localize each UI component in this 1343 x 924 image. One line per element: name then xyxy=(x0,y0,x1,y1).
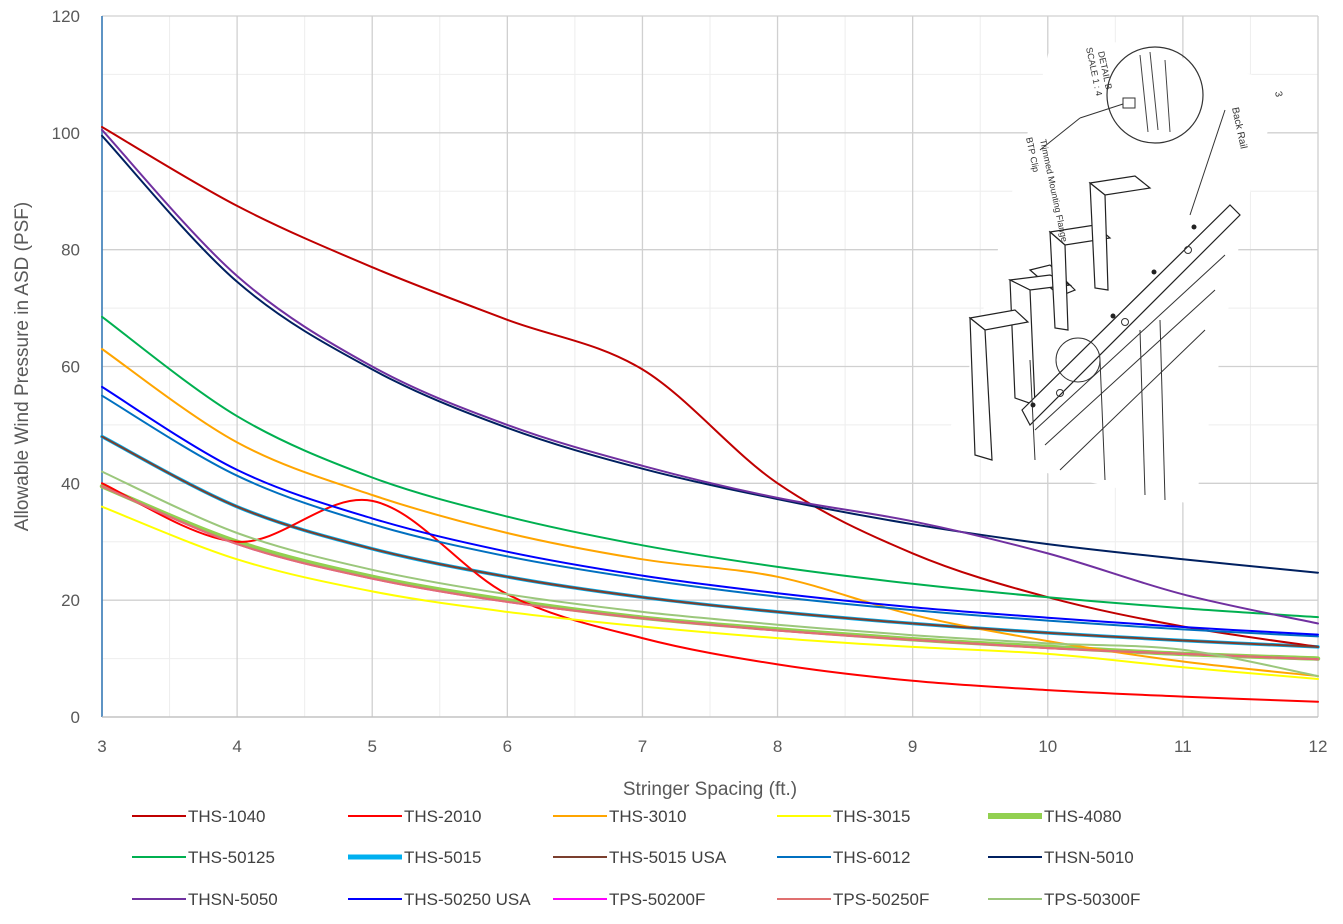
legend-label: THSN-5050 xyxy=(188,890,278,909)
series-line-ths-2010 xyxy=(101,482,1319,703)
legend-item-thsn-5050: THSN-5050 xyxy=(132,890,278,909)
series-line-thsn-5010 xyxy=(101,134,1319,574)
legend-item-ths-3010: THS-3010 xyxy=(553,807,686,826)
series-line-ths-50125 xyxy=(101,315,1319,619)
axes xyxy=(101,16,1318,718)
series-line-thsn-5050 xyxy=(101,128,1319,625)
y-axis-title: Allowable Wind Pressure in ASD (PSF) xyxy=(12,202,33,531)
legend-item-tps-50300f: TPS-50300F xyxy=(988,890,1140,909)
legend-label: THS-50250 USA xyxy=(404,890,531,909)
technical-drawing-inset: DETAIL B SCALE 1 : 4 3 Back Rail Trimmed… xyxy=(940,28,1284,505)
x-tick-label: 11 xyxy=(1174,737,1192,756)
y-tick-label: 120 xyxy=(52,7,80,26)
legend-label: THS-4080 xyxy=(1044,807,1121,826)
legend-item-ths-3015: THS-3015 xyxy=(777,807,910,826)
legend-item-tps-50250f: TPS-50250F xyxy=(777,890,929,909)
y-tick-label: 40 xyxy=(61,474,80,493)
series-line-ths-3015 xyxy=(101,505,1319,680)
x-tick-label: 3 xyxy=(97,737,106,756)
legend-label: TPS-50250F xyxy=(833,890,929,909)
x-tick-label: 5 xyxy=(367,737,376,756)
series-line-tps-50250f xyxy=(101,485,1319,661)
legend-label: THS-2010 xyxy=(404,807,481,826)
x-tick-label: 6 xyxy=(503,737,512,756)
legend-item-ths-5015-usa: THS-5015 USA xyxy=(553,848,727,867)
y-tick-label: 80 xyxy=(61,241,80,260)
legend-item-ths-50250-usa: THS-50250 USA xyxy=(348,890,531,909)
legend: THS-1040 THS-2010 THS-3010 THS-3015 THS-4080… xyxy=(132,807,1140,909)
legend-item-ths-2010: THS-2010 xyxy=(348,807,481,826)
x-tick-label: 10 xyxy=(1038,737,1057,756)
legend-item-thsn-5010: THSN-5010 xyxy=(988,848,1134,867)
series-line-ths-5015-usa xyxy=(101,435,1319,648)
x-tick-label: 8 xyxy=(773,737,782,756)
legend-label: TPS-50300F xyxy=(1044,890,1140,909)
x-tick-label: 12 xyxy=(1309,737,1328,756)
series-lines xyxy=(99,126,1321,703)
y-tick-label: 20 xyxy=(61,591,80,610)
series-line-tps-50300f xyxy=(101,470,1319,678)
legend-item-tps-50200f: TPS-50200F xyxy=(553,890,705,909)
y-tick-label: 0 xyxy=(71,708,80,727)
legend-label: THS-3010 xyxy=(609,807,686,826)
series-line-ths-1040 xyxy=(101,126,1319,648)
legend-label: THS-1040 xyxy=(188,807,265,826)
x-tick-label: 9 xyxy=(908,737,917,756)
legend-label: THS-5015 xyxy=(404,848,481,867)
legend-label: THS-5015 USA xyxy=(609,848,727,867)
legend-label: THS-6012 xyxy=(833,848,910,867)
series-line-ths-6012 xyxy=(101,394,1319,638)
legend-label: THSN-5010 xyxy=(1044,848,1134,867)
x-tick-label: 7 xyxy=(638,737,647,756)
legend-item-ths-50125: THS-50125 xyxy=(132,848,275,867)
legend-label: TPS-50200F xyxy=(609,890,705,909)
legend-item-ths-5015: THS-5015 xyxy=(348,848,481,867)
legend-item-ths-6012: THS-6012 xyxy=(777,848,910,867)
x-axis-title: Stringer Spacing (ft.) xyxy=(623,779,797,800)
x-tick-label: 4 xyxy=(232,737,241,756)
legend-item-ths-4080: THS-4080 xyxy=(988,807,1121,826)
y-tick-label: 100 xyxy=(52,124,80,143)
legend-label: THS-50125 xyxy=(188,848,275,867)
y-tick-label: 60 xyxy=(61,358,80,377)
legend-item-ths-1040: THS-1040 xyxy=(132,807,265,826)
series-line-ths-50250-usa xyxy=(101,385,1319,636)
legend-label: THS-3015 xyxy=(833,807,910,826)
inset-part-number: 3 xyxy=(1272,90,1284,98)
